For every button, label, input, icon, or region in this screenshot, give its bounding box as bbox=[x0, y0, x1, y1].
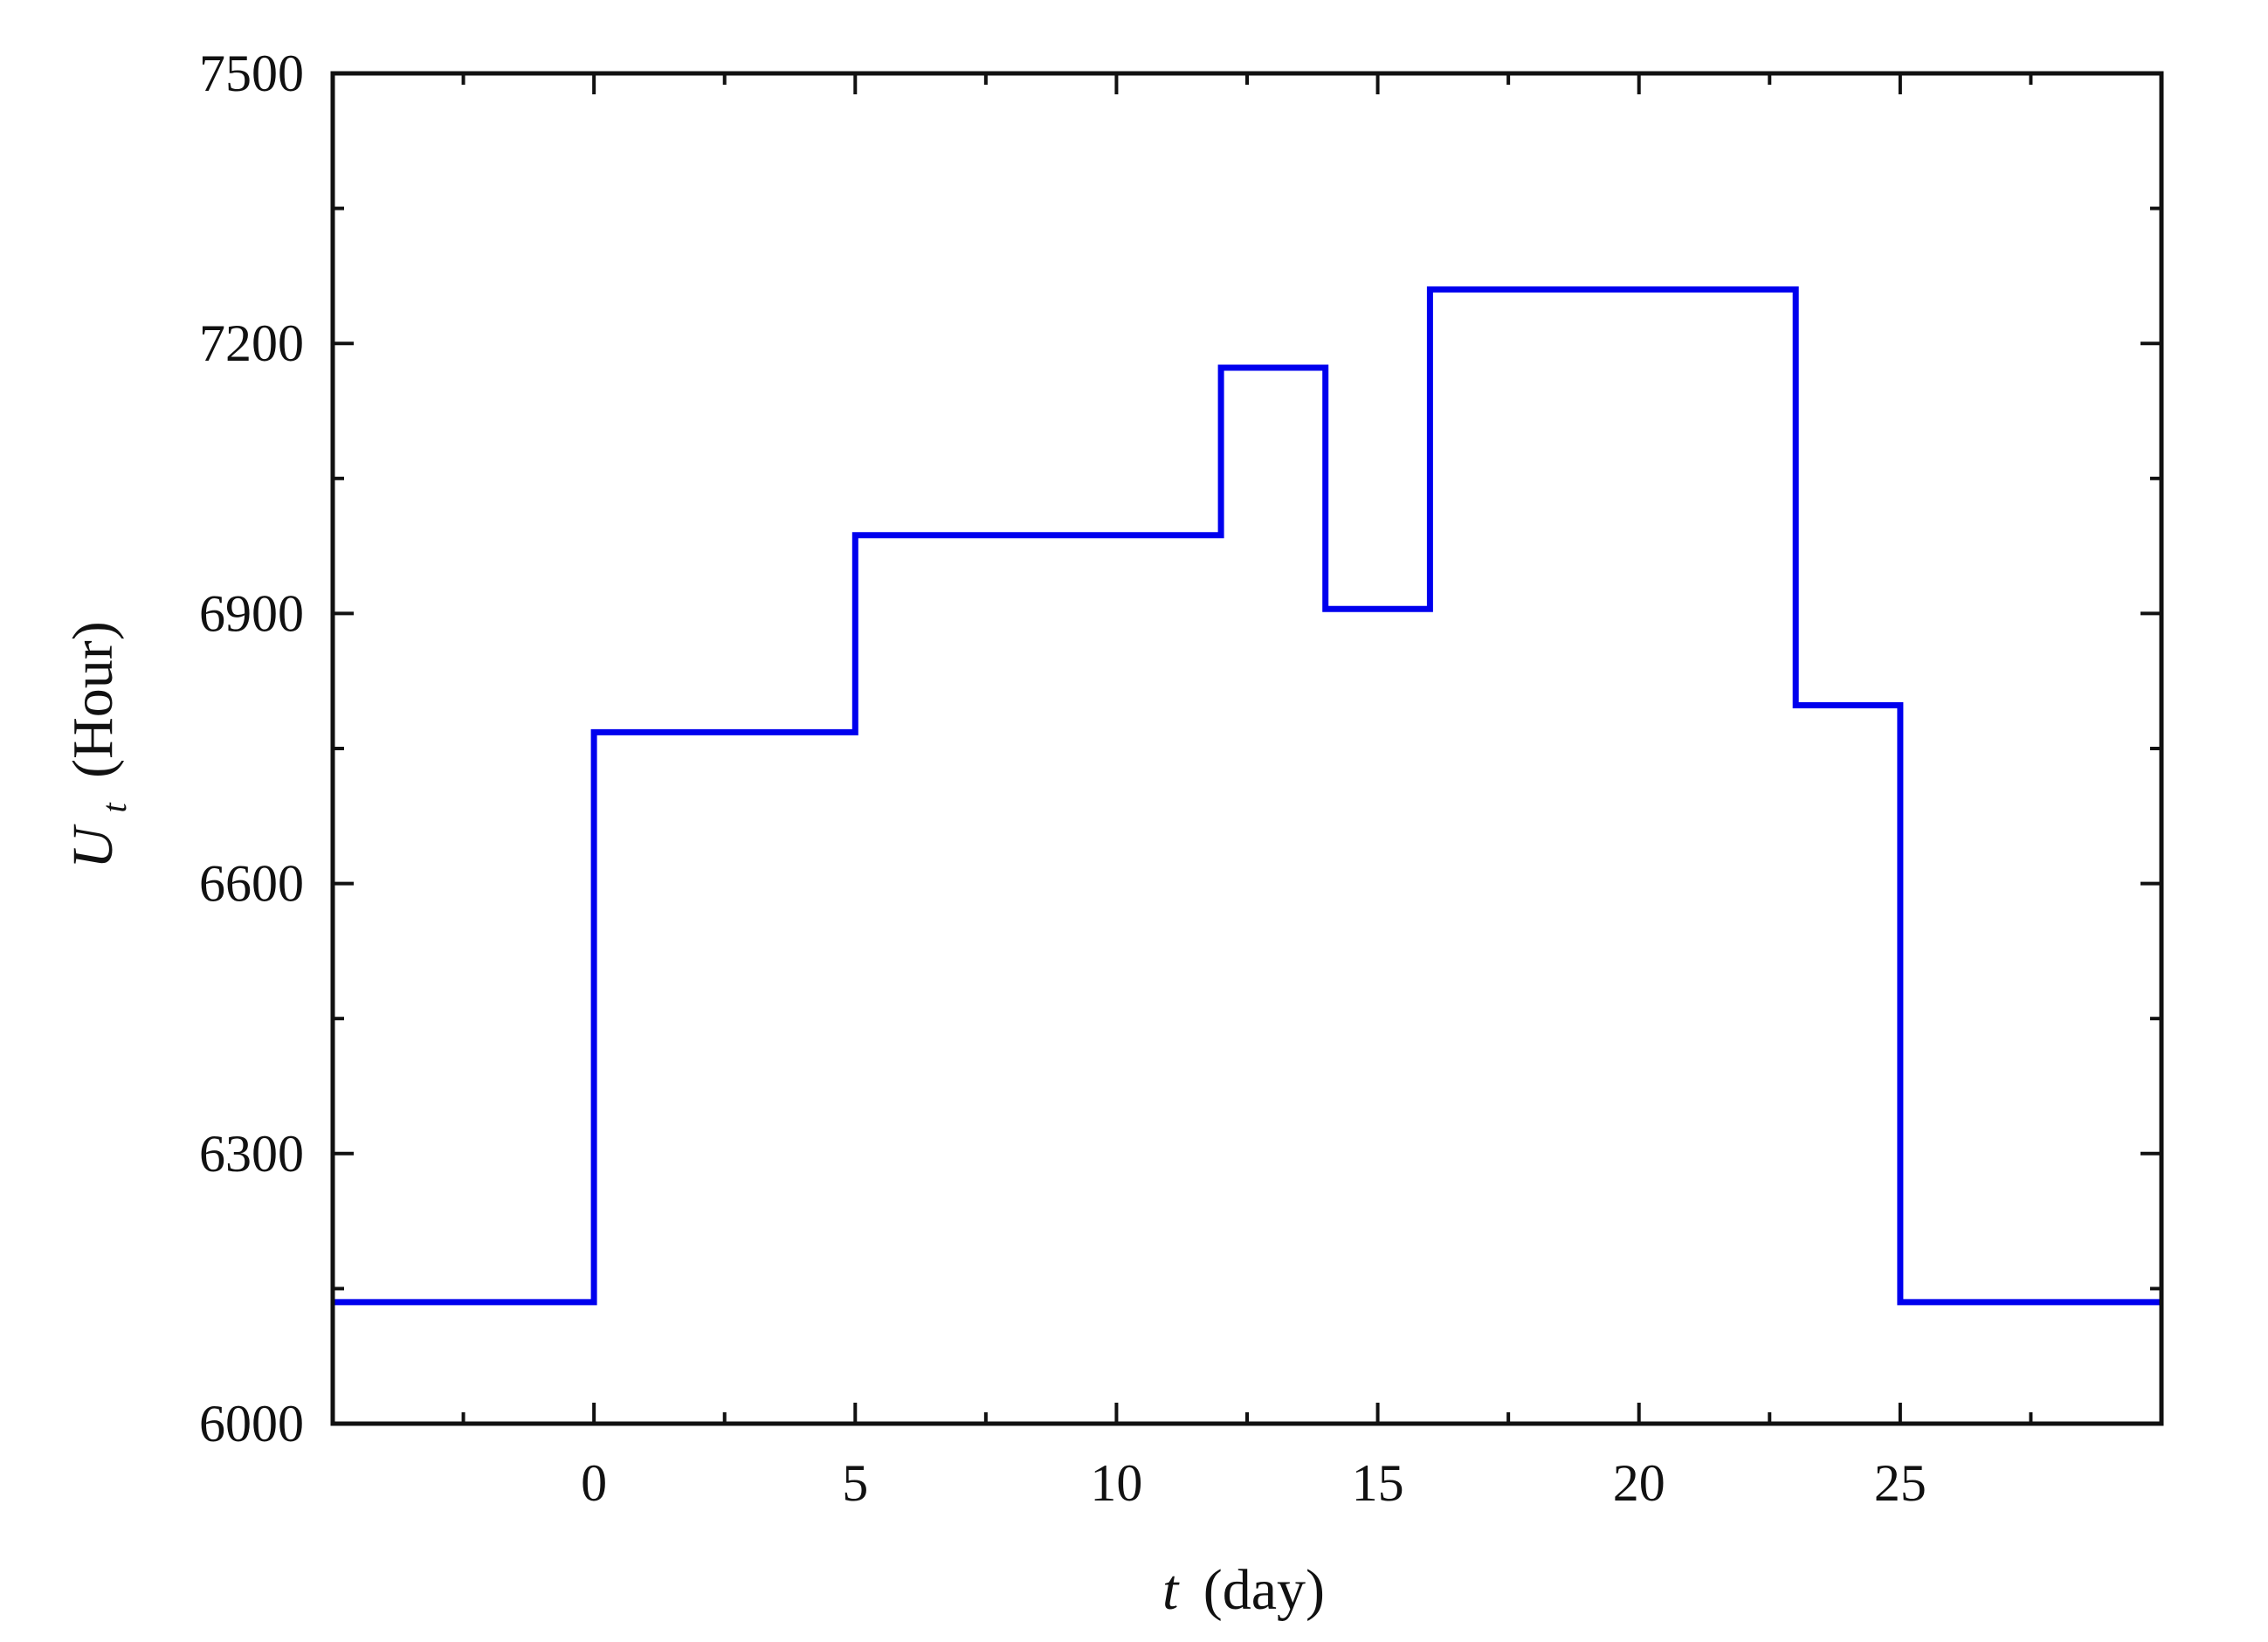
y-axis-unit: (Hour) bbox=[61, 621, 125, 778]
y-tick-label: 6600 bbox=[199, 855, 304, 913]
y-tick-label: 6900 bbox=[199, 584, 304, 642]
series-line bbox=[333, 286, 2161, 1306]
y-tick-label: 6300 bbox=[199, 1125, 304, 1183]
y-axis-title: U t (Hour) bbox=[61, 621, 139, 868]
x-axis-unit: (day) bbox=[1203, 1558, 1325, 1622]
y-axis-subscript: t bbox=[94, 803, 134, 813]
x-tick-label: 0 bbox=[581, 1454, 607, 1512]
y-tick-label: 7200 bbox=[199, 314, 304, 372]
x-tick-label: 5 bbox=[842, 1454, 868, 1512]
y-axis-var: U bbox=[61, 824, 125, 869]
x-axis-title: t (day) bbox=[1162, 1558, 1325, 1622]
plot-frame bbox=[330, 71, 2164, 1426]
x-tick-label: 15 bbox=[1352, 1454, 1404, 1512]
tick-labels: 0 5 10 15 20 25 6000 6300 6600 6900 7200 7500 bbox=[199, 45, 1927, 1512]
y-tick-label: 7500 bbox=[199, 45, 304, 102]
x-tick-label: 20 bbox=[1613, 1454, 1665, 1512]
y-tick-label: 6000 bbox=[199, 1395, 304, 1452]
x-axis-var: t bbox=[1162, 1558, 1180, 1622]
x-tick-label: 10 bbox=[1090, 1454, 1142, 1512]
axis-ticks bbox=[331, 72, 2163, 1425]
x-tick-label: 25 bbox=[1874, 1454, 1927, 1512]
